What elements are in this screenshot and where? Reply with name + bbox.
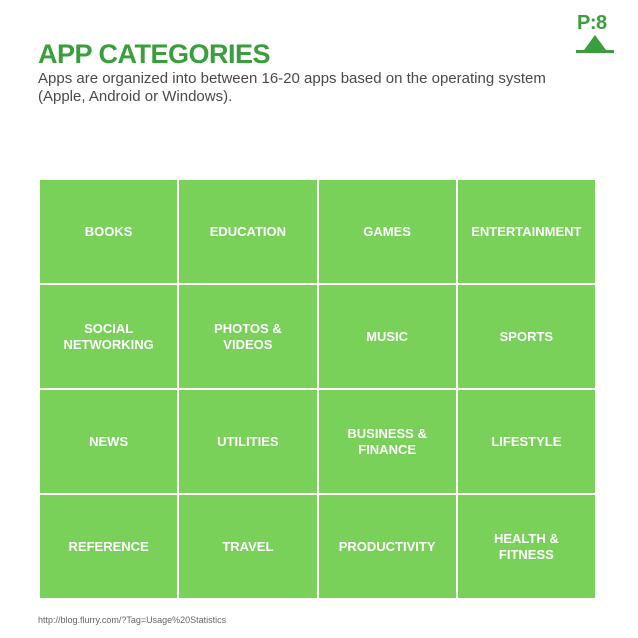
source-citation: http://blog.flurry.com/?Tag=Usage%20Stat…: [38, 615, 227, 625]
category-grid: BOOKS EDUCATION GAMES ENTERTAINMENT SOCI…: [40, 180, 595, 598]
category-tile-education: EDUCATION: [179, 180, 317, 283]
page-title: APP CATEGORIES: [38, 39, 271, 69]
category-tile-utilities: UTILITIES: [179, 390, 317, 493]
category-label: REFERENCE: [68, 538, 149, 554]
category-label: UTILITIES: [217, 433, 279, 449]
category-label: GAMES: [363, 223, 411, 239]
page-subtitle: Apps are organized into between 16-20 ap…: [38, 70, 546, 105]
category-tile-health-fitness: HEALTH & FITNESS: [457, 495, 595, 598]
category-label: PHOTOS & VIDEOS: [214, 320, 282, 352]
category-tile-social-networking: SOCIAL NETWORKING: [40, 285, 178, 388]
category-tile-entertainment: ENTERTAINMENT: [457, 180, 595, 283]
category-label: BUSINESS & FINANCE: [347, 425, 427, 457]
category-label: MUSIC: [366, 328, 409, 344]
category-label: HEALTH & FITNESS: [493, 530, 559, 562]
category-tile-lifestyle: LIFESTYLE: [457, 390, 595, 493]
category-tile-games: GAMES: [318, 180, 456, 283]
category-tile-sports: SPORTS: [457, 285, 595, 388]
category-tile-productivity: PRODUCTIVITY: [318, 495, 456, 598]
page-label-underline: [576, 50, 614, 53]
category-label: SOCIAL NETWORKING: [63, 320, 154, 352]
category-tile-travel: TRAVEL: [179, 495, 317, 598]
category-label: NEWS: [89, 433, 129, 449]
category-tile-business-finance: BUSINESS & FINANCE: [318, 390, 456, 493]
category-tile-music: MUSIC: [318, 285, 456, 388]
category-tile-books: BOOKS: [40, 180, 178, 283]
category-label: LIFESTYLE: [491, 433, 562, 449]
category-label: SPORTS: [499, 328, 554, 344]
category-label: ENTERTAINMENT: [471, 223, 582, 239]
category-label: PRODUCTIVITY: [338, 538, 436, 554]
category-label: BOOKS: [84, 223, 133, 239]
category-label: EDUCATION: [209, 223, 287, 239]
page-number-label: P:8: [577, 12, 607, 34]
category-tile-photos-videos: PHOTOS & VIDEOS: [179, 285, 317, 388]
category-label: TRAVEL: [222, 538, 274, 554]
page-label-triangle-icon: [584, 35, 606, 50]
category-tile-news: NEWS: [40, 390, 178, 493]
category-tile-reference: REFERENCE: [40, 495, 178, 598]
